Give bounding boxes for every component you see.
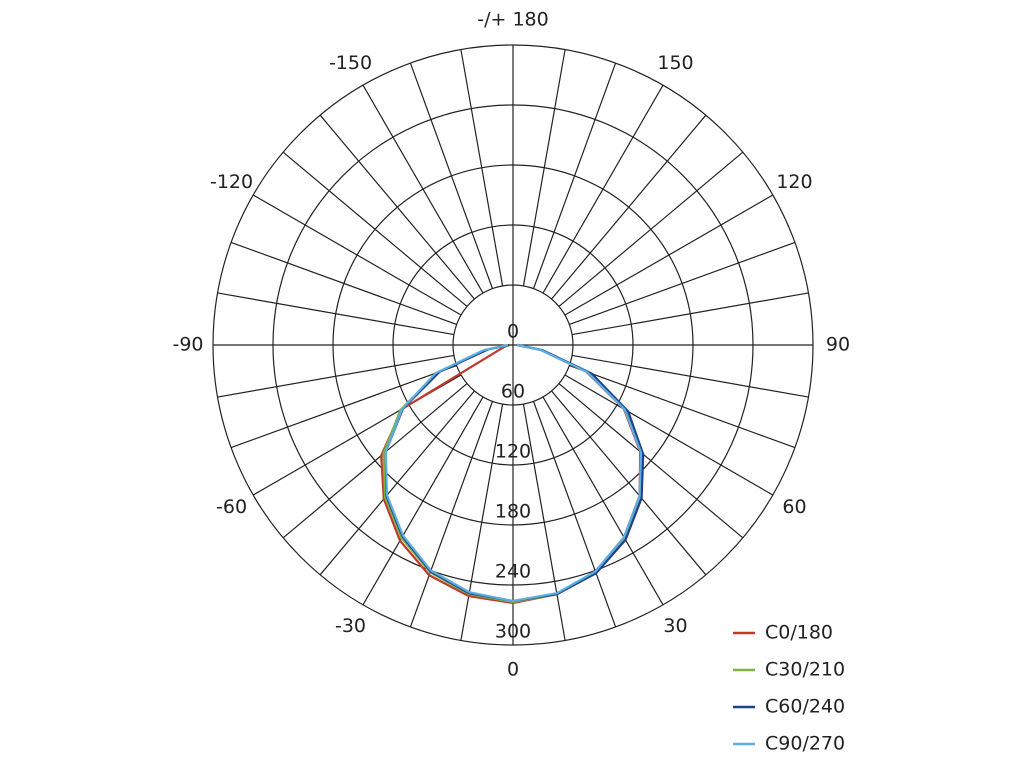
r-tick-label: 240 (495, 561, 531, 583)
grid-spoke (319, 114, 475, 300)
grid-spoke (532, 62, 617, 289)
legend-label: C60/240 (765, 696, 845, 718)
grid-spoke (569, 241, 796, 326)
grid-spoke (542, 396, 664, 606)
theta-tick-label: -120 (210, 171, 253, 193)
r-tick-label: 300 (495, 621, 531, 643)
theta-tick-label: 60 (782, 496, 806, 518)
grid-spoke (230, 241, 457, 326)
grid-spoke (282, 151, 468, 307)
grid-spoke (460, 49, 504, 287)
legend-label: C90/270 (765, 733, 845, 755)
r-tick-label: 60 (501, 381, 525, 403)
grid-spoke (551, 114, 707, 300)
grid-spoke (571, 354, 809, 398)
grid-spoke (558, 151, 744, 307)
grid-spoke (409, 62, 494, 289)
grid-spoke (362, 84, 484, 294)
grid-spoke (542, 84, 664, 294)
grid-spoke (217, 354, 455, 398)
theta-tick-label: -30 (335, 615, 366, 637)
grid-spoke (558, 383, 744, 539)
grid-spoke (409, 401, 494, 628)
theta-tick-label: -90 (172, 334, 203, 356)
theta-tick-label: 150 (657, 52, 693, 74)
grid-spoke (551, 390, 707, 576)
grid-spoke (522, 49, 566, 287)
legend-label: C0/180 (765, 622, 833, 644)
grid-spoke (282, 383, 468, 539)
grid-spoke (532, 401, 617, 628)
grid-spoke (230, 364, 457, 449)
grid-spoke (217, 292, 455, 336)
r-tick-label: 0 (507, 321, 519, 343)
theta-tick-label: 90 (826, 334, 850, 356)
legend-label: C30/210 (765, 659, 845, 681)
theta-tick-label: -/+ 180 (477, 9, 548, 31)
grid-spoke (319, 390, 475, 576)
theta-tick-label: 120 (776, 171, 812, 193)
grid-spoke (362, 396, 484, 606)
grid-spoke (564, 374, 774, 496)
grid-spoke (252, 194, 462, 316)
theta-tick-label: -60 (216, 496, 247, 518)
grid-spoke (564, 194, 774, 316)
grid-spoke (460, 403, 504, 641)
r-tick-label: 180 (495, 501, 531, 523)
r-tick-label: 120 (495, 441, 531, 463)
theta-tick-label: 0 (507, 659, 519, 681)
grid-spoke (569, 364, 796, 449)
theta-tick-label: 30 (663, 615, 687, 637)
series-curve (384, 343, 643, 603)
grid-spoke (522, 403, 566, 641)
grid-spoke (571, 292, 809, 336)
theta-tick-label: -150 (329, 52, 372, 74)
